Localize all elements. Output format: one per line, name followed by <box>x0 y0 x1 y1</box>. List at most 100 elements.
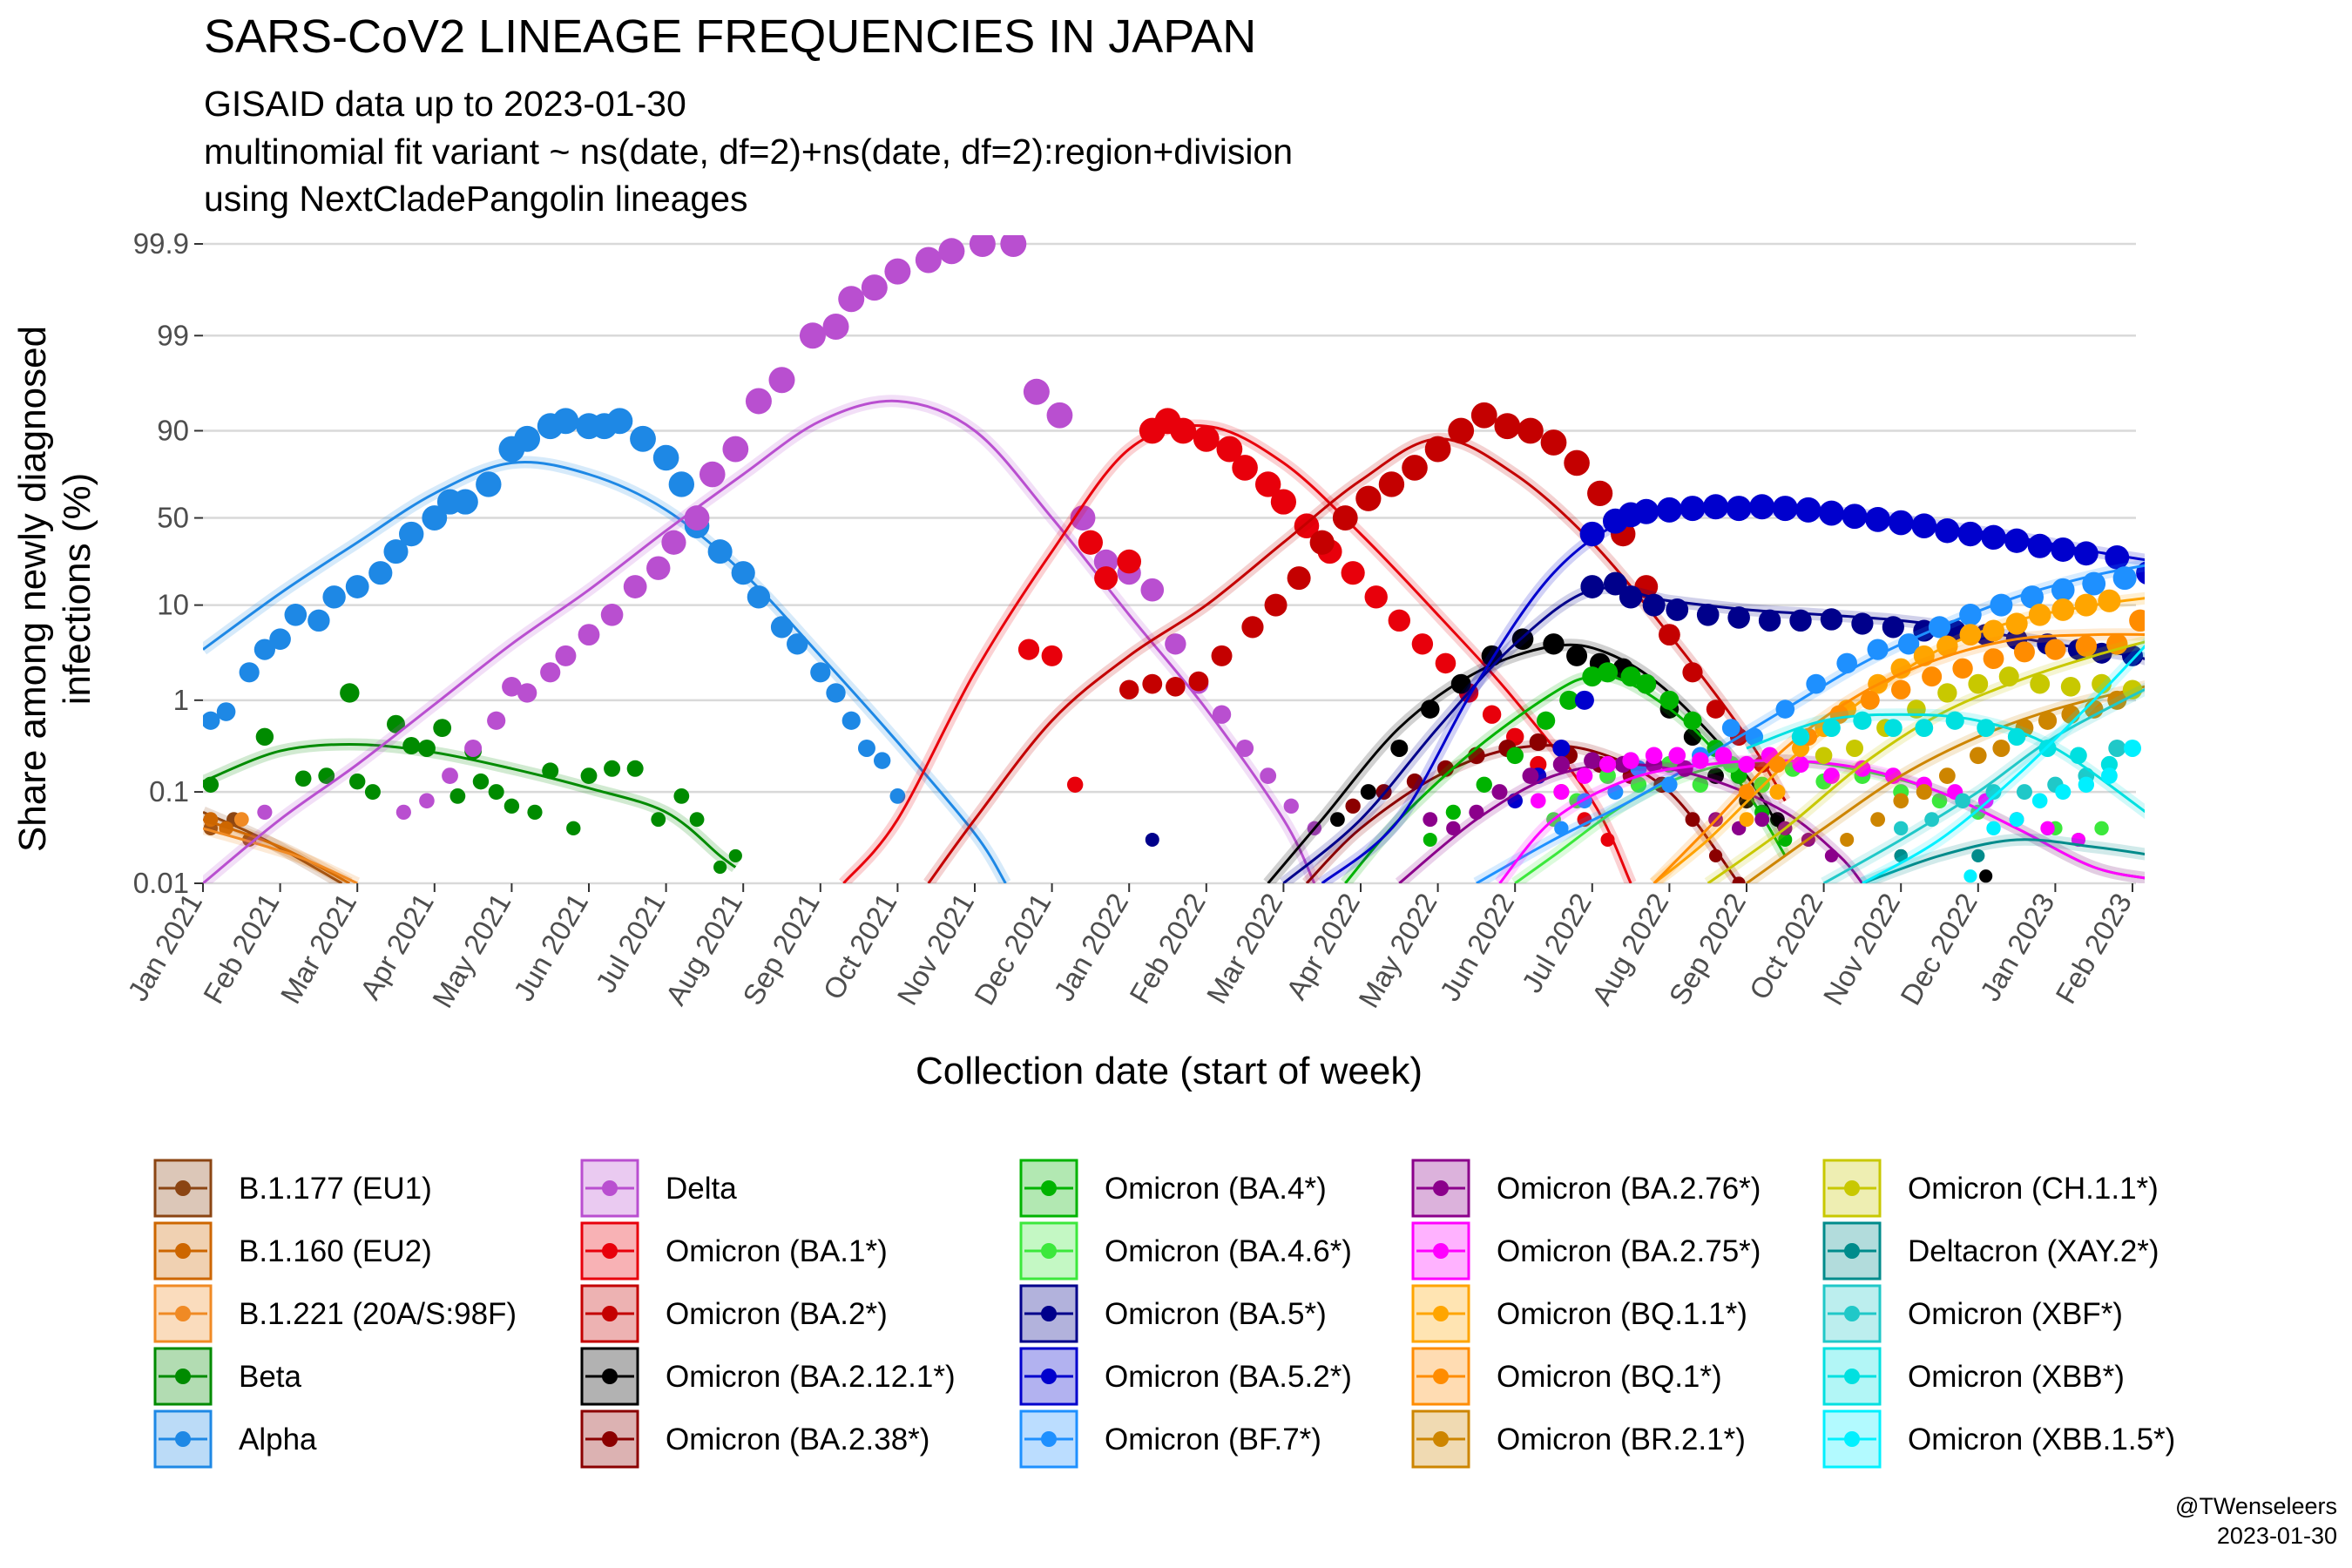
data-point <box>1522 767 1539 785</box>
series-fit-line <box>1707 640 2145 883</box>
legend-label: Deltacron (XAY.2*) <box>1908 1234 2159 1268</box>
data-point <box>1066 776 1084 793</box>
x-tick-label: May 2021 <box>426 888 517 1013</box>
y-tick-label: 99 <box>157 319 189 351</box>
data-point <box>1959 603 1982 626</box>
data-point <box>464 739 483 757</box>
data-point <box>1530 793 1546 809</box>
data-point <box>2101 767 2118 785</box>
data-point <box>219 821 233 836</box>
data-point <box>1683 711 1702 730</box>
data-point <box>2105 544 2130 570</box>
x-tick-label: Jan 2023 <box>1974 888 2061 1006</box>
y-tick-label: 99.9 <box>133 227 189 260</box>
data-point <box>1552 739 1571 757</box>
legend-label: Omicron (BF.7*) <box>1105 1423 1321 1456</box>
data-point <box>2027 533 2052 558</box>
data-point <box>1236 739 1254 757</box>
legend-item: B.1.221 (20A/S:98F) <box>153 1284 517 1343</box>
data-point <box>1582 666 1603 687</box>
data-point <box>364 784 381 801</box>
data-point <box>745 388 772 415</box>
data-point <box>1772 496 1798 522</box>
data-point <box>1968 673 1989 694</box>
data-point <box>1945 711 1964 730</box>
x-tick-label: Dec 2022 <box>1894 888 1984 1010</box>
data-point <box>417 739 436 757</box>
legend-point <box>1433 1306 1449 1321</box>
data-point <box>2004 528 2030 553</box>
legend-point <box>1844 1306 1860 1321</box>
data-point <box>1860 690 1880 710</box>
data-point <box>1193 425 1220 452</box>
data-point <box>1957 521 1984 547</box>
data-point <box>239 662 260 683</box>
data-point <box>1283 798 1299 814</box>
data-point <box>1232 455 1258 481</box>
data-point <box>1820 608 1843 631</box>
data-point <box>623 575 647 598</box>
data-point <box>1952 658 1973 679</box>
y-tick-label: 0.01 <box>133 867 189 899</box>
data-point <box>442 767 458 785</box>
x-tick-label: Jun 2022 <box>1433 888 1520 1006</box>
data-point <box>255 727 274 747</box>
data-point <box>1078 530 1103 555</box>
data-point <box>1145 832 1159 847</box>
legend-label: B.1.177 (EU1) <box>239 1172 432 1206</box>
series-20 <box>1704 635 2145 883</box>
legend-point <box>1433 1180 1449 1196</box>
data-point <box>873 752 891 769</box>
data-point <box>2009 812 2024 828</box>
data-point <box>1041 645 1063 666</box>
data-point <box>1692 752 1709 769</box>
data-point <box>2030 673 2051 694</box>
data-point <box>2122 645 2143 666</box>
x-tick-label: Aug 2021 <box>659 888 749 1010</box>
legend-label: Omicron (BA.1*) <box>666 1234 888 1268</box>
data-point <box>699 461 726 488</box>
data-point <box>1836 652 1857 674</box>
data-point <box>1411 633 1434 655</box>
data-point <box>1211 645 1233 666</box>
data-point <box>1682 662 1703 683</box>
legend-point <box>175 1306 191 1321</box>
data-point <box>2100 755 2119 774</box>
x-tick-label: Jun 2021 <box>507 888 594 1006</box>
series-fit-line <box>203 461 1007 883</box>
data-point <box>1883 719 1903 738</box>
legend-item: Beta <box>153 1347 302 1406</box>
data-point <box>1897 633 1920 655</box>
series-18 <box>1649 609 2145 883</box>
data-point <box>1270 489 1296 515</box>
legend-item: Omicron (BA.1*) <box>580 1221 888 1281</box>
legend-point <box>1433 1369 1449 1384</box>
legend-label: Omicron (BA.2.76*) <box>1497 1172 1761 1206</box>
data-point <box>1566 645 1588 666</box>
data-point <box>646 556 671 580</box>
data-point <box>1955 793 1970 809</box>
data-point <box>1823 767 1840 785</box>
data-point <box>488 784 504 801</box>
data-point <box>1768 755 1787 774</box>
data-point <box>1579 521 1605 547</box>
data-point <box>2082 571 2106 596</box>
data-point <box>2108 739 2126 757</box>
data-point <box>578 624 600 646</box>
legend-point <box>1041 1369 1057 1384</box>
x-tick-label: Feb 2023 <box>2049 888 2138 1009</box>
legend-label: Omicron (BA.4.6*) <box>1105 1234 1352 1268</box>
data-point <box>1986 821 2001 836</box>
data-point <box>713 860 727 875</box>
legend-label: B.1.160 (EU2) <box>239 1234 432 1268</box>
data-point <box>2112 566 2137 591</box>
x-tick-label: Oct 2022 <box>1743 888 1829 1004</box>
legend-item: Omicron (BA.4*) <box>1019 1159 1327 1218</box>
data-point <box>1893 793 1909 809</box>
data-point <box>1603 571 1627 596</box>
legend-point <box>175 1431 191 1447</box>
data-point <box>1491 784 1508 801</box>
data-point <box>1587 480 1613 506</box>
x-tick-label: Jul 2021 <box>589 888 671 998</box>
data-point <box>555 645 577 666</box>
